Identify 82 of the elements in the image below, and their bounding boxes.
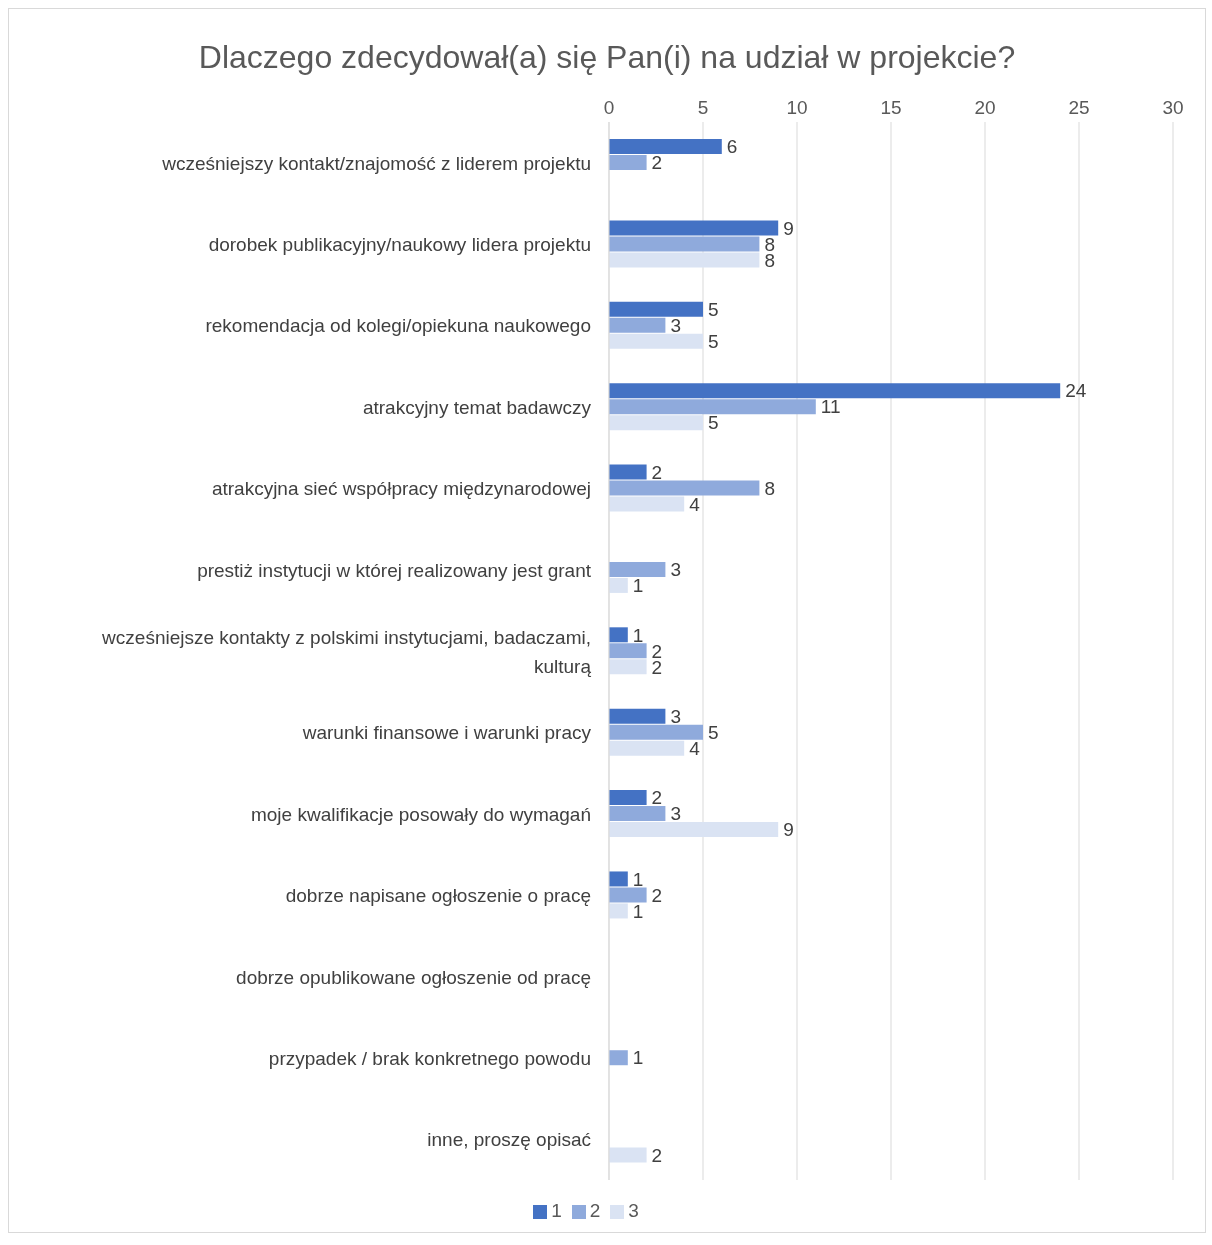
bar — [609, 903, 628, 919]
bar — [609, 1147, 647, 1163]
bar — [609, 887, 647, 903]
data-label: 2 — [651, 640, 663, 662]
data-label: 2 — [651, 461, 663, 483]
bar — [609, 740, 685, 756]
data-label: 8 — [764, 477, 775, 499]
bar — [609, 383, 1061, 399]
data-label: 1 — [632, 575, 644, 597]
data-label: 3 — [670, 803, 681, 825]
y-tick-label: wcześniejsze kontakty z polskimi instytucjami, badaczami, kulturą — [101, 626, 592, 676]
data-label: 2 — [651, 787, 663, 809]
data-label: 2 — [651, 884, 663, 906]
x-tick-label: 0 — [603, 97, 615, 118]
data-label: 2 — [651, 152, 663, 174]
y-tick-label: atrakcyjna sieć współpracy międzynarodowej — [211, 477, 591, 499]
legend-label: 3 — [628, 1200, 639, 1221]
bar — [609, 627, 628, 643]
data-label: 5 — [708, 331, 719, 353]
legend-label: 1 — [551, 1200, 562, 1221]
data-label: 5 — [708, 299, 719, 321]
bar — [609, 333, 703, 349]
y-tick-label: prestiż instytucji w której realizowany jest grant — [197, 559, 592, 581]
data-label: 6 — [726, 136, 738, 158]
bar — [609, 139, 722, 154]
bar — [609, 155, 647, 170]
data-label: 1 — [632, 868, 644, 890]
data-label: 3 — [670, 705, 681, 727]
x-tick-label: 5 — [697, 97, 709, 118]
bar — [609, 317, 666, 333]
data-label: 24 — [1065, 380, 1087, 402]
legend-label: 2 — [589, 1200, 601, 1221]
chart-title: Dlaczego zdecydował(a) się Pan(i) na udział w projekcie? — [197, 38, 1017, 77]
bar — [609, 724, 703, 740]
y-tick-label: rekomendacja od kolegi/opiekuna naukowego — [205, 314, 591, 336]
data-label: 4 — [689, 737, 701, 759]
bar — [609, 790, 647, 806]
x-tick-label: 10 — [786, 97, 808, 118]
x-tick-label: 20 — [974, 97, 996, 118]
bar — [609, 1050, 628, 1066]
bar — [609, 252, 760, 268]
data-label: 2 — [651, 1144, 663, 1166]
bar — [609, 806, 666, 822]
data-label: 1 — [632, 900, 644, 922]
bar — [609, 220, 779, 236]
x-tick-label: 30 — [1162, 97, 1184, 118]
data-label: 9 — [783, 819, 794, 841]
y-tick-label: dobrze napisane ogłoszenie o pracę — [285, 884, 591, 906]
bar — [609, 708, 666, 724]
bar — [609, 399, 816, 415]
bar — [609, 415, 703, 431]
bar — [609, 561, 666, 577]
data-label: 8 — [764, 233, 775, 255]
y-tick-label: moje kwalifikacje posowały do wymagań — [250, 803, 591, 825]
bar — [609, 236, 760, 252]
data-label: 3 — [670, 559, 681, 581]
data-label: 5 — [708, 412, 719, 434]
y-tick-label: atrakcyjny temat badawczy — [362, 396, 592, 418]
data-label: 4 — [689, 493, 701, 515]
bar — [609, 659, 647, 675]
bar — [609, 822, 779, 838]
bar — [609, 480, 760, 496]
data-label: 3 — [670, 315, 681, 337]
data-label: 1 — [632, 1047, 644, 1069]
y-tick-label: przypadek / brak konkretnego powodu — [268, 1047, 591, 1069]
bar — [609, 871, 628, 887]
bar — [609, 301, 703, 317]
y-tick-label: dobrze opublikowane ogłoszenie od pracę — [236, 966, 591, 988]
bar — [609, 496, 685, 512]
y-tick-label: inne, proszę opisać — [427, 1128, 591, 1150]
data-label: 9 — [783, 217, 794, 239]
x-tick-label: 25 — [1068, 97, 1090, 118]
data-label: 11 — [820, 396, 841, 418]
data-label: 1 — [632, 624, 644, 646]
y-tick-label: warunki finansowe i warunki pracy — [301, 721, 592, 743]
data-label: 5 — [708, 721, 719, 743]
y-tick-label: wcześniejszy kontakt/znajomość z liderem projektu — [161, 152, 591, 174]
y-tick-label: dorobek publikacyjny/naukowy lidera projektu — [208, 233, 591, 255]
bar — [609, 643, 647, 659]
bar — [609, 577, 628, 593]
x-tick-label: 15 — [880, 97, 902, 118]
bar — [609, 464, 647, 480]
